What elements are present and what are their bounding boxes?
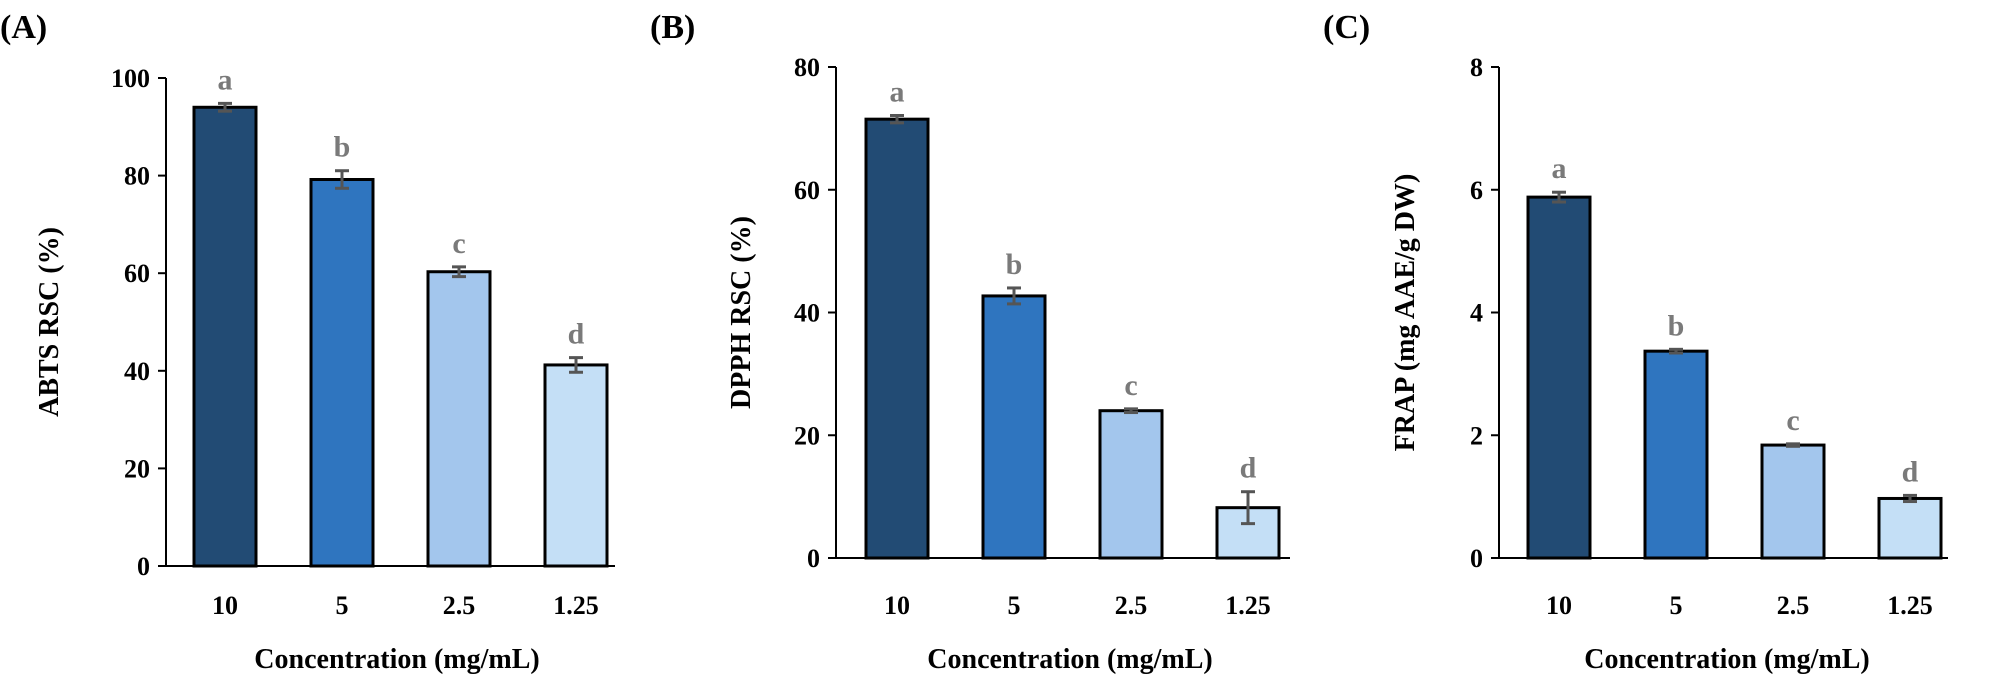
bar-1.25: [1877, 496, 1943, 560]
x-tick-label: 2.5: [443, 591, 476, 620]
bar-5: [309, 178, 375, 568]
y-tick-label: 0: [1470, 544, 1483, 573]
x-tick-label: 1.25: [1887, 591, 1933, 620]
bar-2.5: [1098, 409, 1164, 560]
y-tick-label: 6: [1470, 176, 1483, 205]
significance-letter: a: [890, 75, 905, 108]
y-tick-label: 40: [124, 357, 150, 386]
x-tick-label: 2.5: [1115, 591, 1148, 620]
x-tick-label: 5: [1008, 591, 1021, 620]
x-tick-label: 10: [1546, 591, 1572, 620]
y-tick-label: 20: [124, 454, 150, 483]
significance-letter: a: [1552, 152, 1567, 185]
y-tick-label: 20: [794, 421, 820, 450]
bar-1.25: [543, 363, 609, 568]
y-axis-title: FRAP (mg AAE/g DW): [1390, 174, 1421, 452]
x-tick-label: 10: [884, 591, 910, 620]
significance-letter: b: [334, 131, 351, 164]
x-tick-label: 5: [336, 591, 349, 620]
y-tick-label: 60: [124, 259, 150, 288]
y-tick-label: 80: [124, 162, 150, 191]
x-tick-label: 2.5: [1777, 591, 1810, 620]
significance-letter: b: [1006, 248, 1023, 281]
panel-label: (A): [0, 9, 47, 46]
y-tick-label: 4: [1470, 299, 1483, 328]
significance-letter: d: [1902, 455, 1919, 488]
y-tick-label: 80: [794, 53, 820, 82]
bar-5: [1643, 349, 1709, 560]
panel-dpph: (B) 0 20 40 60 80 DPPH RSC (%) Concentration (m…: [650, 9, 1290, 675]
significance-letter: d: [568, 318, 585, 351]
y-tick-label: 0: [137, 552, 150, 581]
bar-5: [981, 294, 1047, 560]
bar-10: [192, 105, 258, 568]
significance-letter: c: [1786, 404, 1799, 437]
significance-letter: a: [218, 63, 233, 96]
x-axis-title: Concentration (mg/mL): [254, 644, 539, 675]
bar-2.5: [426, 270, 492, 568]
y-axis-title: ABTS RSC (%): [34, 227, 65, 417]
significance-letter: d: [1240, 452, 1257, 485]
y-axis-title: DPPH RSC (%): [726, 216, 757, 409]
y-tick-label: 0: [807, 544, 820, 573]
x-axis-title: Concentration (mg/mL): [1584, 644, 1869, 675]
y-tick-label: 40: [794, 299, 820, 328]
significance-letter: b: [1668, 309, 1685, 342]
x-tick-label: 10: [212, 591, 238, 620]
panel-label: (C): [1323, 9, 1370, 46]
panel-label: (B): [650, 9, 695, 46]
y-tick-label: 8: [1470, 53, 1483, 82]
y-tick-label: 60: [794, 176, 820, 205]
bar-10: [1526, 195, 1592, 560]
x-axis-title: Concentration (mg/mL): [927, 644, 1212, 675]
bar-10: [864, 117, 930, 560]
y-tick-label: 2: [1470, 421, 1483, 450]
y-tick-label: 100: [111, 64, 150, 93]
x-tick-label: 5: [1670, 591, 1683, 620]
panel-frap: (C) 0 2 4 6 8 FRAP (mg AAE/g DW) Concentration …: [1323, 9, 1948, 675]
x-tick-label: 1.25: [553, 591, 599, 620]
significance-letter: c: [1124, 369, 1137, 402]
significance-letter: c: [452, 227, 465, 260]
bar-2.5: [1760, 443, 1826, 560]
panel-abts: (A) 0 20 40 60 80 100 ABTS RSC (%) Concentration…: [0, 9, 615, 675]
x-tick-label: 1.25: [1225, 591, 1271, 620]
